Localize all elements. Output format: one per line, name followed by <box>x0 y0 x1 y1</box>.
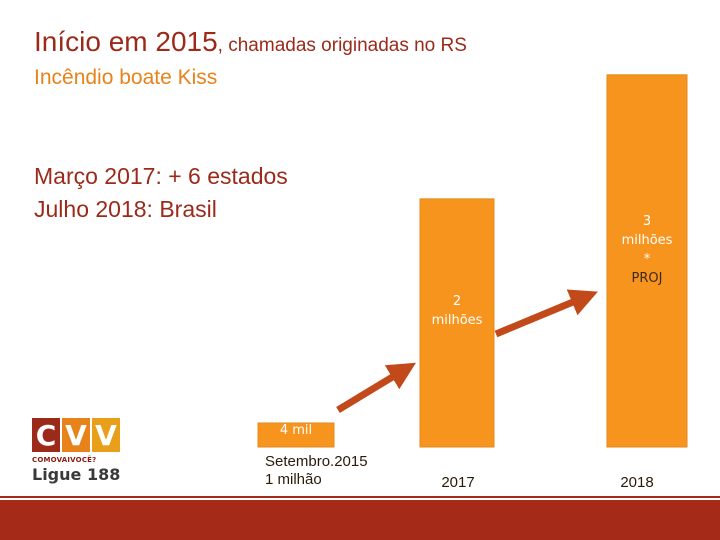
subtitle: Incêndio boate Kiss <box>34 66 218 89</box>
category-label-1: Setembro.2015 1 milhão <box>265 453 368 488</box>
data-label-1: 4 mil <box>280 423 312 438</box>
data-label-2: 2 milhões <box>432 294 483 328</box>
bar-2 <box>419 198 495 448</box>
note-july-2018: Julho 2018: Brasil <box>34 196 217 222</box>
growth-arrow-1 <box>336 362 416 413</box>
bar-3 <box>606 74 688 448</box>
logo-letter-v2: V <box>92 418 120 452</box>
logo-letter-c: C <box>32 418 60 452</box>
page-title: Início em 2015, chamadas originadas no R… <box>34 26 467 58</box>
title-sub: , chamadas originadas no RS <box>217 35 467 56</box>
bottom-divider <box>0 496 720 498</box>
category-label-2: 2017 <box>441 474 474 491</box>
growth-arrow-2 <box>494 289 598 338</box>
logo-letters: C V V <box>32 418 124 452</box>
bottom-band <box>0 500 720 540</box>
note-march-2017: Março 2017: + 6 estados <box>34 163 288 189</box>
title-main: Início em 2015 <box>34 26 218 57</box>
logo-letter-v1: V <box>62 418 90 452</box>
logo-phone: Ligue 188 <box>32 465 121 484</box>
bar-1 <box>257 422 335 448</box>
data-label-3: 3 milhões * PROJ <box>622 214 673 286</box>
logo-tagline: COMOVAIVOCÊ? <box>32 456 97 464</box>
cvv-logo: C V V COMOVAIVOCÊ? Ligue 188 <box>32 418 124 488</box>
category-label-3: 2018 <box>620 474 653 491</box>
